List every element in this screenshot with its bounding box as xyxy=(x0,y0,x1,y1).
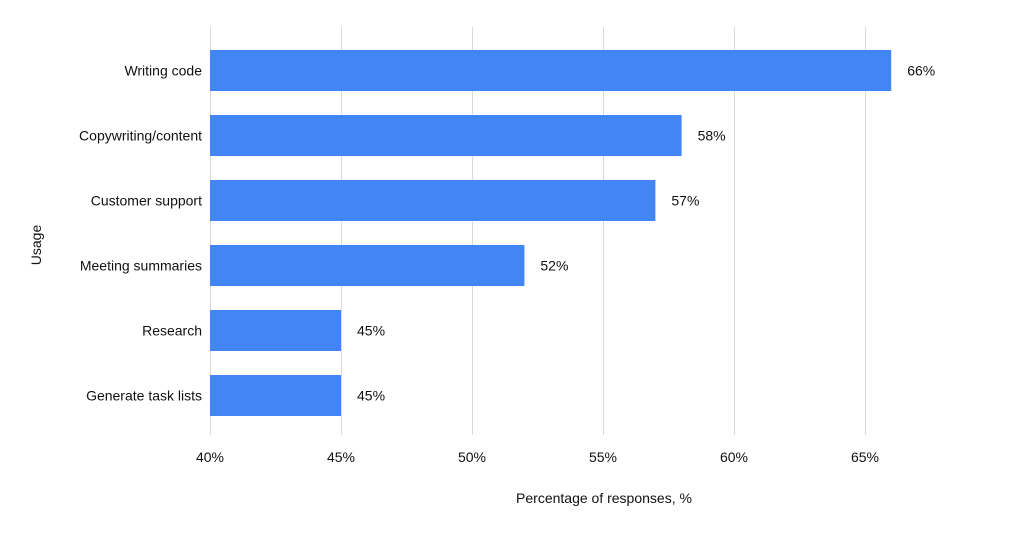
bar xyxy=(210,180,656,221)
x-axis-title: Percentage of responses, % xyxy=(516,490,692,506)
category-label: Meeting summaries xyxy=(80,258,202,274)
data-label: 58% xyxy=(698,128,726,144)
bar xyxy=(210,310,341,351)
data-label: 52% xyxy=(540,258,568,274)
y-axis-title: Usage xyxy=(28,225,44,266)
data-label: 45% xyxy=(357,388,385,404)
bars xyxy=(210,50,892,416)
gridlines xyxy=(210,27,866,435)
x-tick-labels: 40% 45% 50% 55% 60% 65% xyxy=(196,449,879,465)
x-tick-label: 55% xyxy=(589,449,617,465)
x-tick-label: 50% xyxy=(458,449,486,465)
x-tick-label: 65% xyxy=(851,449,879,465)
bar xyxy=(210,245,525,286)
category-label: Generate task lists xyxy=(86,388,202,404)
category-label: Copywriting/content xyxy=(79,128,202,144)
value-labels: 66% 58% 57% 52% 45% 45% xyxy=(357,63,935,404)
data-label: 57% xyxy=(671,193,699,209)
x-tick-label: 40% xyxy=(196,449,224,465)
category-label: Research xyxy=(142,323,202,339)
data-label: 66% xyxy=(907,63,935,79)
category-labels: Writing code Copywriting/content Customer … xyxy=(79,63,202,404)
data-label: 45% xyxy=(357,323,385,339)
x-tick-label: 60% xyxy=(720,449,748,465)
bar xyxy=(210,375,341,416)
bar xyxy=(210,50,892,91)
category-label: Writing code xyxy=(124,63,202,79)
category-label: Customer support xyxy=(91,193,202,209)
x-tick-label: 45% xyxy=(327,449,355,465)
bar xyxy=(210,115,682,156)
